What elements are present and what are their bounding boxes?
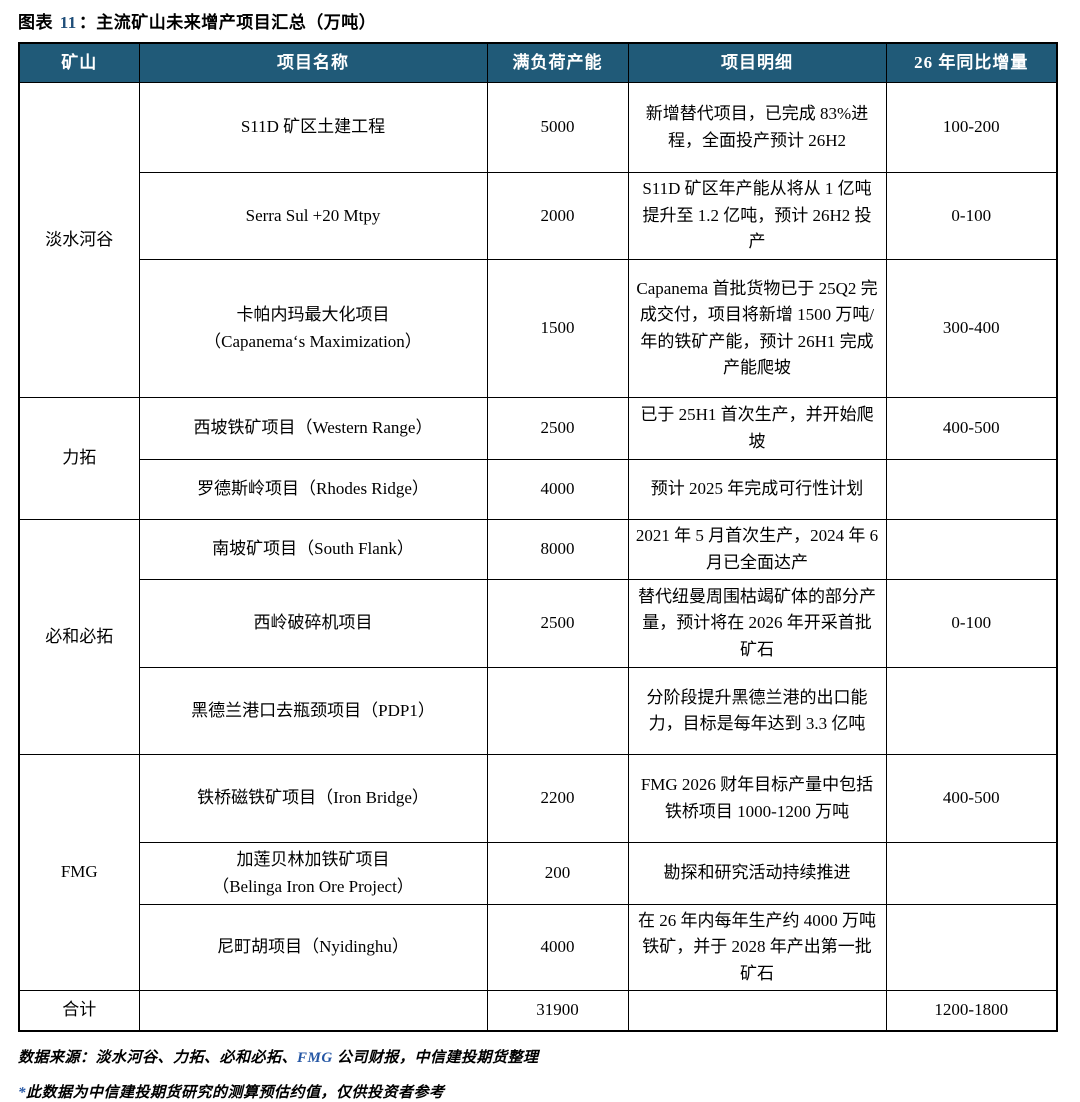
cell-project: Serra Sul +20 Mtpy — [138, 172, 488, 260]
disclaimer-star: * — [18, 1084, 26, 1101]
cell-detail: 已于 25H1 首次生产，并开始爬坡 — [627, 397, 887, 460]
column-header-detail: 项目明细 — [627, 42, 887, 83]
cell-detail: 分阶段提升黑德兰港的出口能力，目标是每年达到 3.3 亿吨 — [627, 667, 887, 755]
total-capacity: 31900 — [486, 990, 629, 1031]
column-header-capacity: 满负荷产能 — [486, 42, 629, 83]
cell-increment — [885, 459, 1058, 520]
cell-project: 加莲贝林加铁矿项目 （Belinga Iron Ore Project） — [138, 842, 488, 905]
cell-detail: S11D 矿区年产能从将从 1 亿吨提升至 1.2 亿吨，预计 26H2 投产 — [627, 172, 887, 260]
cell-capacity: 5000 — [486, 82, 629, 173]
cell-increment — [885, 904, 1058, 991]
cell-detail: 在 26 年内每年生产约 4000 万吨铁矿，并于 2028 年产出第一批矿石 — [627, 904, 887, 991]
disclaimer-text: 此数据为中信建投期货研究的测算预估约值，仅供投资者参考 — [26, 1084, 445, 1101]
cell-increment — [885, 842, 1058, 905]
cell-project: S11D 矿区土建工程 — [138, 82, 488, 173]
source-note-prefix: 数据来源：淡水河谷、力拓、必和必拓、 — [18, 1049, 298, 1066]
cell-capacity: 200 — [486, 842, 629, 905]
cell-increment — [885, 519, 1058, 580]
cell-capacity: 1500 — [486, 259, 629, 398]
figure-title: 图表 11 ：主流矿山未来增产项目汇总（万吨） — [18, 8, 1056, 33]
cell-capacity: 2200 — [486, 754, 629, 843]
source-note: 数据来源：淡水河谷、力拓、必和必拓、FMG 公司财报，中信建投期货整理 — [18, 1046, 1056, 1067]
source-note-fmg: FMG — [297, 1049, 333, 1066]
figure-title-text: ：主流矿山未来增产项目汇总（万吨） — [78, 13, 377, 32]
table-row: 西岭破碎机项目 2500 替代纽曼周围枯竭矿体的部分产量，预计将在 2026 年… — [19, 579, 1058, 668]
figure-number: 11 — [59, 13, 77, 32]
cell-detail: 勘探和研究活动持续推进 — [627, 842, 887, 905]
cell-detail: Capanema 首批货物已于 25Q2 完成交付，项目将新增 1500 万吨/… — [627, 259, 887, 398]
cell-project: 西坡铁矿项目（Western Range） — [138, 397, 488, 460]
cell-increment: 0-100 — [885, 172, 1058, 260]
table-row: 尼町胡项目（Nyidinghu） 4000 在 26 年内每年生产约 4000 … — [19, 904, 1058, 991]
footnotes: 数据来源：淡水河谷、力拓、必和必拓、FMG 公司财报，中信建投期货整理 *此数据… — [18, 1046, 1056, 1102]
cell-project: 卡帕内玛最大化项目 （Capanema‘s Maximization） — [138, 259, 488, 398]
table-row: Serra Sul +20 Mtpy 2000 S11D 矿区年产能从将从 1 … — [19, 172, 1058, 260]
source-note-suffix: 公司财报，中信建投期货整理 — [332, 1049, 539, 1066]
cell-project: 尼町胡项目（Nyidinghu） — [138, 904, 488, 991]
cell-project: 南坡矿项目（South Flank） — [138, 519, 488, 580]
cell-increment: 400-500 — [885, 754, 1058, 843]
column-header-mine: 矿山 — [18, 42, 140, 83]
cell-capacity — [486, 667, 629, 755]
table-row: 必和必拓 南坡矿项目（South Flank） 8000 2021 年 5 月首… — [18, 519, 1058, 755]
total-label: 合计 — [18, 990, 140, 1031]
cell-project: 罗德斯岭项目（Rhodes Ridge） — [138, 459, 488, 520]
cell-increment: 300-400 — [885, 259, 1058, 398]
mine-cell-rio-tinto: 力拓 — [18, 397, 140, 520]
table-row: 力拓 西坡铁矿项目（Western Range） 2500 已于 25H1 首次… — [18, 397, 1058, 520]
cell-capacity: 4000 — [486, 459, 629, 520]
cell-increment: 0-100 — [885, 579, 1058, 668]
total-project — [138, 990, 488, 1031]
cell-detail: 2021 年 5 月首次生产，2024 年 6 月已全面达产 — [627, 519, 887, 580]
mine-cell-fmg: FMG — [18, 754, 140, 991]
cell-capacity: 2000 — [486, 172, 629, 260]
figure-title-prefix: 图表 — [18, 13, 53, 32]
disclaimer-note: *此数据为中信建投期货研究的测算预估约值，仅供投资者参考 — [18, 1081, 1056, 1102]
cell-project: 西岭破碎机项目 — [138, 579, 488, 668]
table-row: 淡水河谷 S11D 矿区土建工程 5000 新增替代项目，已完成 83%进程，全… — [18, 82, 1058, 398]
total-detail — [627, 990, 887, 1031]
cell-capacity: 2500 — [486, 579, 629, 668]
cell-capacity: 4000 — [486, 904, 629, 991]
column-header-project: 项目名称 — [138, 42, 488, 83]
total-row: 合计 31900 1200-1800 — [18, 990, 1058, 1031]
cell-project: 铁桥磁铁矿项目（Iron Bridge） — [138, 754, 488, 843]
cell-increment — [885, 667, 1058, 755]
table-row: 罗德斯岭项目（Rhodes Ridge） 4000 预计 2025 年完成可行性… — [19, 459, 1058, 520]
table-row: FMG 铁桥磁铁矿项目（Iron Bridge） 2200 FMG 2026 财… — [18, 754, 1058, 991]
table-row: 黑德兰港口去瓶颈项目（PDP1） 分阶段提升黑德兰港的出口能力，目标是每年达到 … — [19, 667, 1058, 755]
total-increment: 1200-1800 — [885, 990, 1058, 1031]
cell-capacity: 8000 — [486, 519, 629, 580]
table-row: 加莲贝林加铁矿项目 （Belinga Iron Ore Project） 200… — [19, 842, 1058, 905]
table-row: 卡帕内玛最大化项目 （Capanema‘s Maximization） 1500… — [19, 259, 1058, 398]
mine-cell-vale: 淡水河谷 — [18, 82, 140, 398]
cell-increment: 400-500 — [885, 397, 1058, 460]
column-header-increment: 26 年同比增量 — [885, 42, 1058, 83]
cell-detail: 预计 2025 年完成可行性计划 — [627, 459, 887, 520]
cell-capacity: 2500 — [486, 397, 629, 460]
cell-project: 黑德兰港口去瓶颈项目（PDP1） — [138, 667, 488, 755]
header-row: 矿山 项目名称 满负荷产能 项目明细 26 年同比增量 — [18, 42, 1058, 83]
mine-cell-bhp: 必和必拓 — [18, 519, 140, 755]
cell-increment: 100-200 — [885, 82, 1058, 173]
projects-table: 矿山 项目名称 满负荷产能 项目明细 26 年同比增量 淡水河谷 S11D 矿区… — [18, 42, 1058, 1032]
cell-detail: FMG 2026 财年目标产量中包括铁桥项目 1000-1200 万吨 — [627, 754, 887, 843]
cell-detail: 新增替代项目，已完成 83%进程，全面投产预计 26H2 — [627, 82, 887, 173]
cell-detail: 替代纽曼周围枯竭矿体的部分产量，预计将在 2026 年开采首批矿石 — [627, 579, 887, 668]
